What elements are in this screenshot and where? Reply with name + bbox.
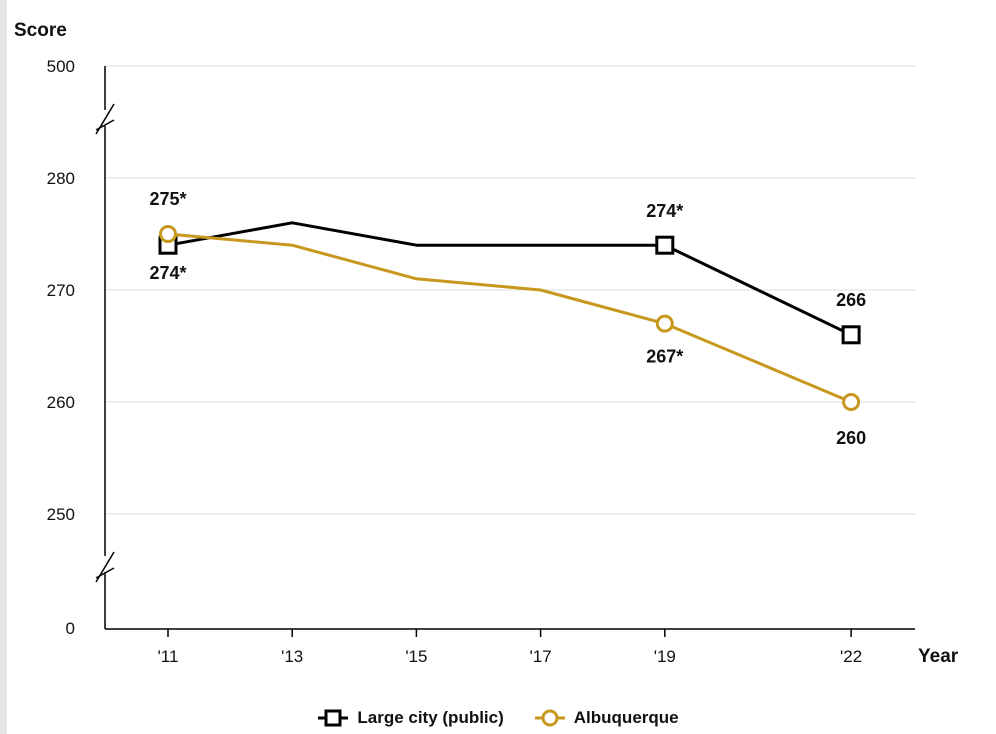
x-tick-label: '22 <box>840 647 862 666</box>
axis-break-mark <box>95 119 115 131</box>
line-chart: Score Year 500 280 270 260 250 0 '11 '13 '15 '17 '… <box>14 20 959 667</box>
data-label: 274* <box>149 263 186 283</box>
data-point-square <box>841 325 861 345</box>
data-label: 260 <box>836 428 866 448</box>
circle-marker-icon <box>534 709 565 727</box>
x-tick-label: '17 <box>530 647 552 666</box>
data-label: 267* <box>646 347 683 367</box>
square-marker-icon <box>318 709 349 727</box>
data-label: 274* <box>646 201 683 221</box>
legend-label-albuquerque: Albuquerque <box>573 708 679 727</box>
y-tick-label: 270 <box>47 281 75 300</box>
data-point-circle <box>159 225 177 243</box>
data-label: 266 <box>836 290 866 310</box>
legend: Large city (public) Albuquerque <box>0 708 996 728</box>
legend-label-large-city: Large city (public) <box>357 708 504 727</box>
left-edge-strip <box>0 0 7 734</box>
legend-item-albuquerque: Albuquerque <box>534 708 679 728</box>
x-tick-label: '11 <box>158 647 179 666</box>
y-tick-label: 280 <box>47 169 75 188</box>
x-tick-label: '15 <box>405 647 427 666</box>
x-tick-label: '19 <box>654 647 676 666</box>
data-point-square <box>655 235 675 255</box>
series-line-large-city <box>167 221 852 337</box>
data-point-circle <box>842 393 861 411</box>
data-point-circle <box>655 314 674 333</box>
x-axis-title: Year <box>918 646 959 667</box>
data-label: 275* <box>149 189 186 209</box>
series-line-albuquerque <box>167 232 852 404</box>
y-axis-title: Score <box>14 20 67 41</box>
y-tick-label: 260 <box>47 393 75 412</box>
axis-break-mark <box>95 567 115 579</box>
y-tick-label: 0 <box>66 619 75 638</box>
x-tick-label: '13 <box>281 647 303 666</box>
y-tick-label: 500 <box>47 57 75 76</box>
y-tick-label: 250 <box>47 505 75 524</box>
legend-item-large-city: Large city (public) <box>317 708 504 728</box>
